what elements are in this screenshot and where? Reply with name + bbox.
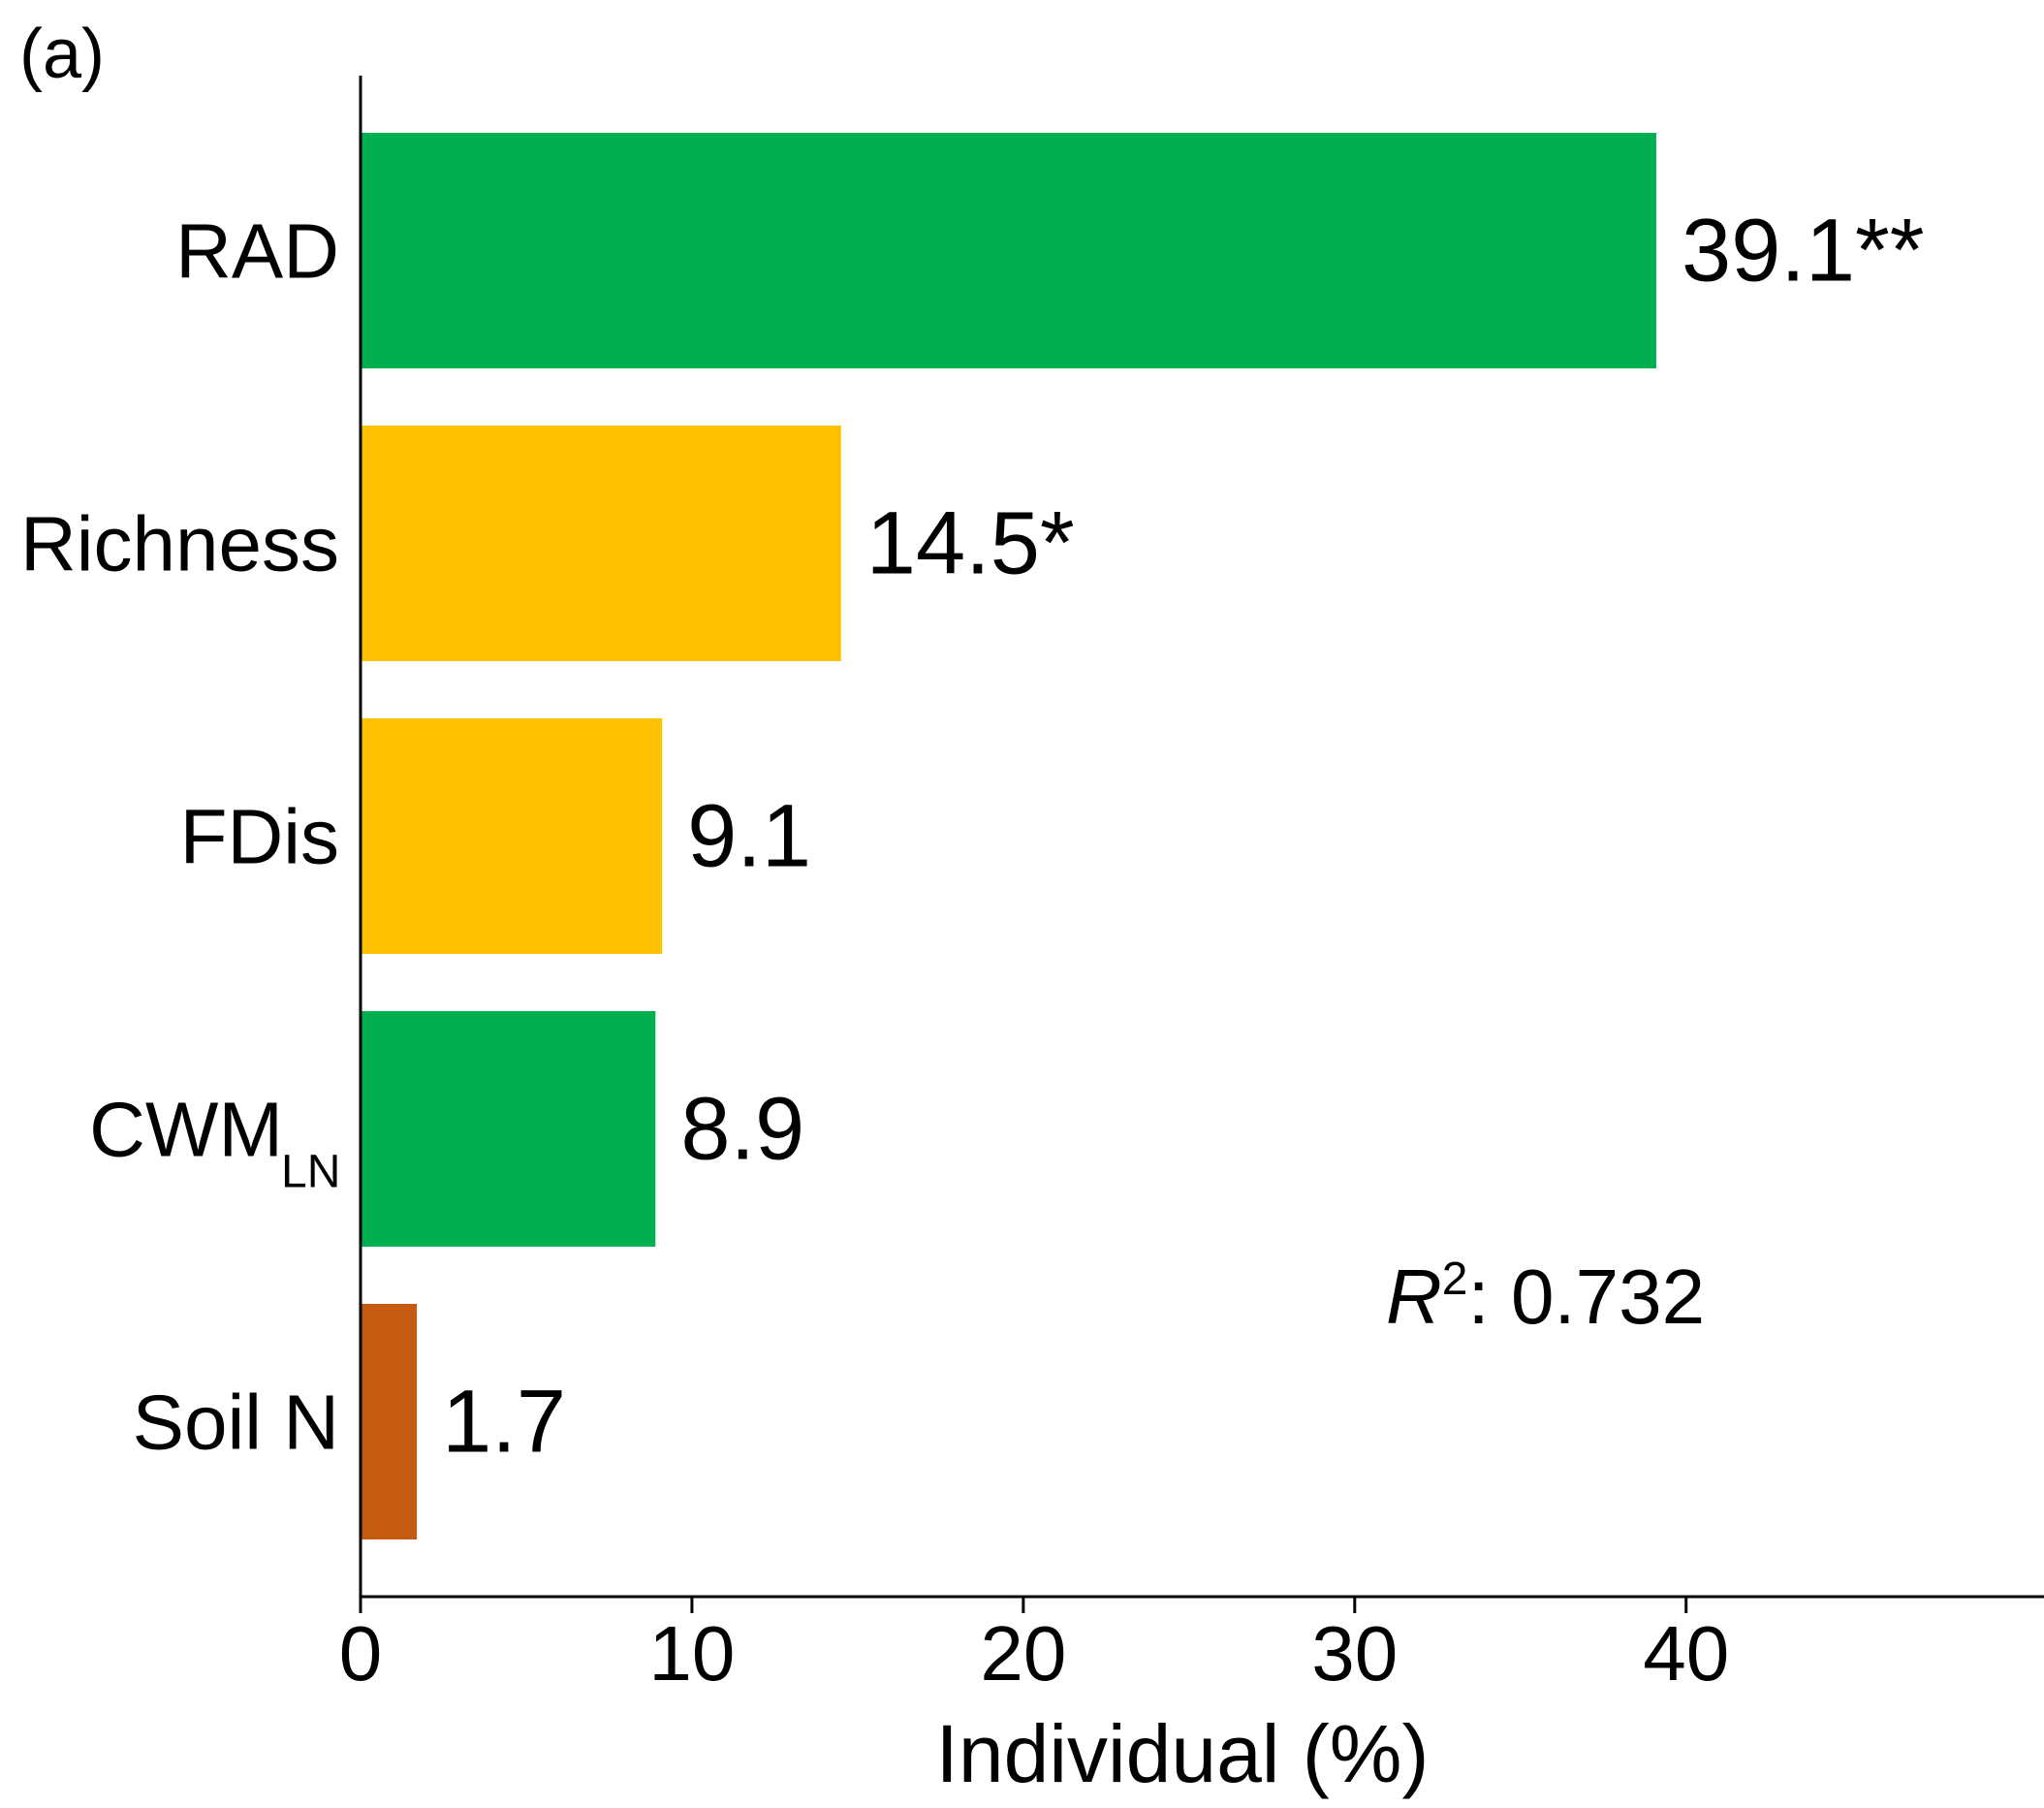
r2-value: : 0.732	[1467, 1253, 1705, 1340]
category-subscript: LN	[281, 1147, 340, 1198]
category-label: RAD	[175, 208, 339, 295]
value-label: 8.9	[680, 1080, 804, 1179]
value-label: 14.5*	[866, 494, 1075, 593]
bar-cwm	[361, 1011, 656, 1247]
bars-group	[361, 133, 1656, 1539]
category-label: CWM	[89, 1087, 283, 1173]
bar-fdis	[361, 718, 663, 954]
x-tick-label: 10	[648, 1610, 735, 1697]
x-tick-label: 20	[980, 1610, 1066, 1697]
x-axis-title: Individual (%)	[936, 1708, 1430, 1799]
value-label: 1.7	[442, 1373, 566, 1472]
r2-symbol: R	[1386, 1253, 1442, 1340]
x-tick-label: 0	[339, 1610, 383, 1697]
category-label: Soil N	[133, 1380, 339, 1466]
r2-power: 2	[1442, 1253, 1468, 1305]
x-tick-label: 40	[1643, 1610, 1729, 1697]
r2-annotation: R2: 0.732	[1386, 1253, 1705, 1340]
x-tick-label: 30	[1311, 1610, 1398, 1697]
panel-label: (a)	[19, 16, 105, 93]
value-label: 39.1**	[1682, 202, 1925, 301]
bar-richness	[361, 426, 841, 661]
bar-rad	[361, 133, 1656, 368]
category-label: Richness	[20, 501, 339, 587]
bar-soil-n	[361, 1304, 418, 1539]
x-ticks-group: 0 10 20 30 40	[339, 1597, 1729, 1697]
value-label: 9.1	[687, 787, 811, 886]
category-label: FDis	[180, 794, 339, 880]
